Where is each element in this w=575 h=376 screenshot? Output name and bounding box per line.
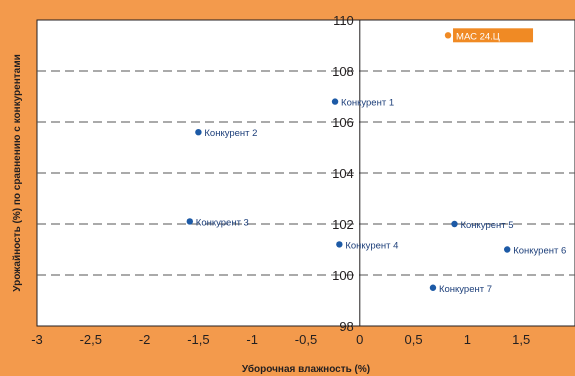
y-tick-labels: 98 100 102 104 106 108 110 <box>332 13 354 334</box>
x-tick-label: 0 <box>356 332 363 347</box>
x-tick-label: 1 <box>464 332 471 347</box>
y-tick-label: 100 <box>332 268 354 283</box>
data-point <box>336 241 343 248</box>
data-point <box>429 284 437 291</box>
x-tick-label: -1 <box>246 332 258 347</box>
highlight-label-bg <box>453 28 534 43</box>
y-tick-label: 106 <box>332 115 354 130</box>
x-tick-label: 1,5 <box>512 332 530 347</box>
point-label: Конкурент 5 <box>460 220 513 231</box>
point-label: Конкурент 1 <box>341 98 394 109</box>
x-axis-title: Уборочная влажность (%) <box>242 363 370 375</box>
y-tick-label: 110 <box>333 13 354 28</box>
data-point <box>451 220 458 228</box>
y-tick-label: 102 <box>332 217 354 232</box>
data-point <box>195 129 202 136</box>
point-label: Конкурент 7 <box>439 284 492 295</box>
point-label: Конкурент 6 <box>513 246 566 257</box>
point-label: Конкурент 2 <box>204 128 257 139</box>
y-tick-label: 104 <box>332 166 354 181</box>
grid-lines <box>37 70 575 276</box>
x-tick-labels: -3 -2,5 -2 -1,5 -1 -0,5 0 0,5 1 1,5 <box>31 332 530 347</box>
data-point <box>504 246 511 253</box>
y-tick-label: 98 <box>339 319 353 334</box>
highlight-point-label: МАС 24.Ц <box>456 31 500 42</box>
x-tick-label: -2,5 <box>80 332 102 347</box>
x-tick-label: -1,5 <box>187 332 209 347</box>
data-point <box>331 98 339 105</box>
x-tick-label: -2 <box>139 332 151 347</box>
y-tick-label: 108 <box>332 64 354 79</box>
data-point <box>186 218 193 225</box>
point-label: Конкурент 4 <box>345 240 398 251</box>
highlight-point <box>444 32 452 39</box>
point-label: Конкурент 3 <box>196 217 249 228</box>
x-tick-label: -0,5 <box>295 332 317 347</box>
data-points: МАС 24.Ц Конкурент 1 Конкурент 2 Конкурент … <box>186 28 566 295</box>
x-tick-label: -3 <box>31 332 43 347</box>
x-tick-label: 0,5 <box>405 332 423 347</box>
y-axis-title: Урожайность (%) по сравнению с конкурент… <box>12 54 23 292</box>
